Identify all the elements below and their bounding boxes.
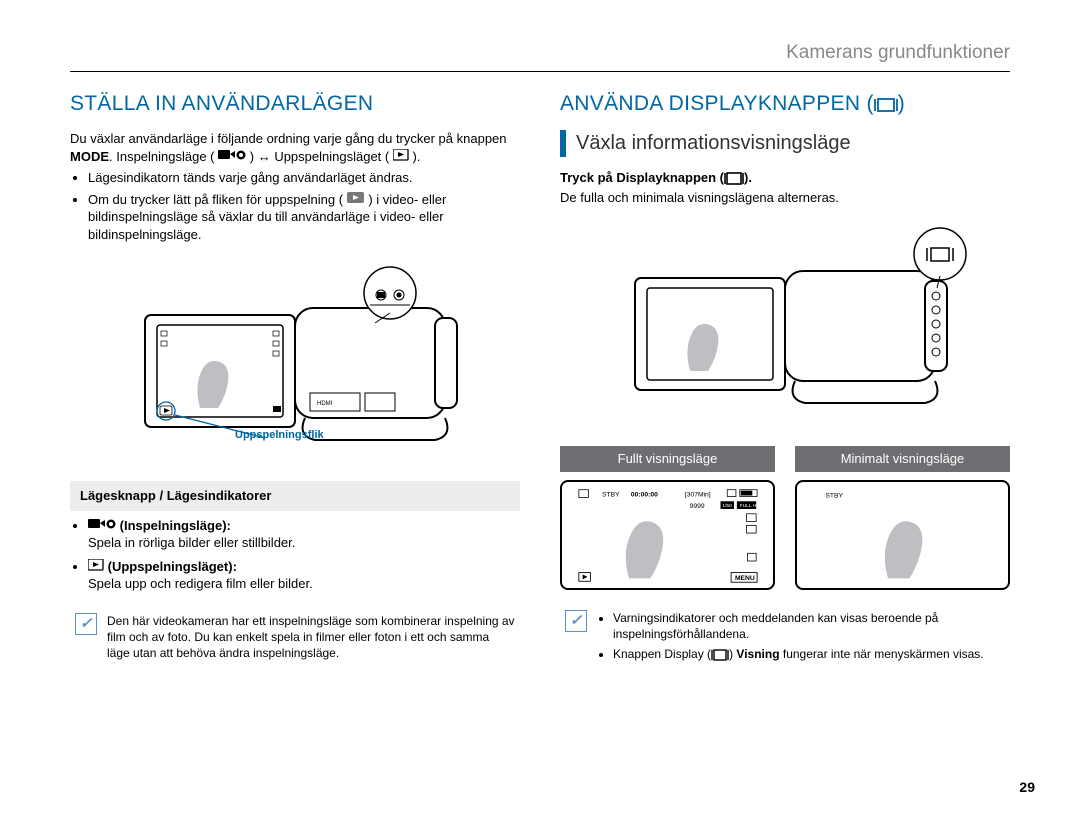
info-icon: ✓: [75, 613, 97, 635]
min-display-label: Minimalt visningsläge: [795, 446, 1010, 472]
mode-playback: (Uppspelningsläget): Spela upp och redig…: [88, 558, 520, 593]
left-intro: Du växlar användarläge i följande ordnin…: [70, 130, 520, 165]
record-icon: [88, 518, 116, 530]
playback-mode-icon: [393, 149, 409, 161]
svg-text:HDMI: HDMI: [317, 401, 333, 407]
left-note: ✓ Den här videokameran har ett inspelnin…: [70, 613, 520, 662]
callout-playback-tab: Uppspelningsflik: [235, 428, 324, 443]
display-button-icon: [874, 97, 898, 113]
right-note-1: Varningsindikatorer och meddelanden kan …: [613, 610, 1005, 642]
record-mode-icon: [218, 149, 246, 161]
left-bullet-2: Om du trycker lätt på fliken för uppspel…: [88, 191, 520, 244]
camera-illustration-right: [560, 216, 1010, 436]
camera-illustration-left: HDMI Uppspelningsflik: [70, 253, 520, 473]
page-number: 29: [1019, 778, 1035, 797]
press-display: Tryck på Displayknappen ().: [560, 169, 1010, 187]
display-desc: De fulla och minimala visningslägena alt…: [560, 189, 1010, 207]
right-note-2: Knappen Display () Visning fungerar inte…: [613, 646, 1005, 662]
right-column: ANVÄNDA DISPLAYKNAPPEN () Växla informat…: [560, 90, 1010, 667]
breadcrumb: Kamerans grundfunktioner: [70, 40, 1010, 71]
divider: [70, 71, 1010, 72]
display-button-icon-small: [724, 172, 744, 185]
lcd-min: STBY: [795, 480, 1010, 590]
svg-text:9999: 9999: [690, 503, 705, 510]
left-bullet-1: Lägesindikatorn tänds varje gång använda…: [88, 169, 520, 187]
playback-tab-icon: [347, 192, 365, 204]
svg-text:MENU: MENU: [735, 574, 755, 581]
info-icon: ✓: [565, 610, 587, 632]
svg-text:STBY: STBY: [825, 492, 843, 499]
mode-record: (Inspelningsläge): Spela in rörliga bild…: [88, 517, 520, 552]
section-toggle-display: Växla informationsvisningsläge: [560, 130, 1010, 157]
svg-text:1/50: 1/50: [722, 503, 732, 509]
playback-icon: [88, 559, 104, 571]
svg-text:00:00:00: 00:00:00: [631, 491, 658, 498]
lcd-full: STBY 00:00:00 [307Min] 9999 1/50 FULL HD: [560, 480, 775, 590]
right-heading: ANVÄNDA DISPLAYKNAPPEN (): [560, 90, 1010, 118]
svg-text:STBY: STBY: [602, 491, 620, 498]
svg-text:[307Min]: [307Min]: [685, 491, 711, 498]
svg-text:FULL HD: FULL HD: [740, 503, 760, 509]
left-heading: STÄLLA IN ANVÄNDARLÄGEN: [70, 90, 520, 118]
left-column: STÄLLA IN ANVÄNDARLÄGEN Du växlar använd…: [70, 90, 520, 667]
display-button-icon-tiny: [711, 649, 729, 661]
mode-indicators-label: Lägesknapp / Lägesindikatorer: [70, 481, 520, 511]
right-note: ✓ Varningsindikatorer och meddelanden ka…: [560, 610, 1010, 667]
full-display-label: Fullt visningsläge: [560, 446, 775, 472]
